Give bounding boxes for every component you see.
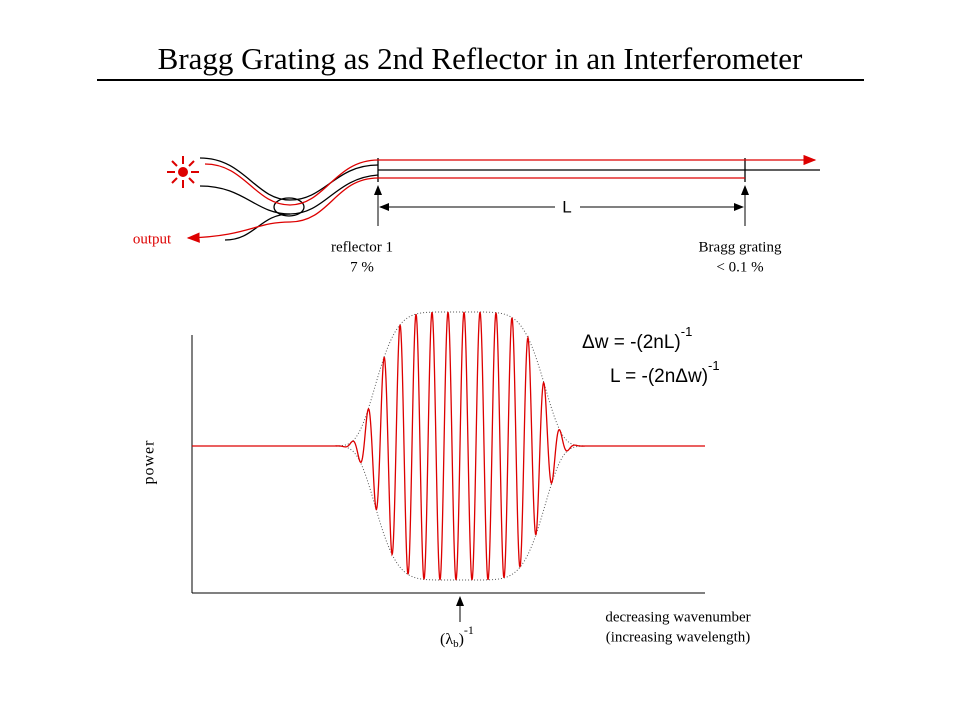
envelope (329, 445, 591, 581)
x-axis-label: (increasing wavelength) (606, 629, 751, 645)
fibers (199, 157, 820, 241)
grating-name: Bragg grating (699, 239, 782, 255)
reflector-name: reflector 1 (331, 239, 393, 255)
title: Bragg Grating as 2nd Reflector in an Int… (158, 41, 803, 76)
equation: Δw = -(2nL)-1 (582, 324, 692, 353)
x-axis-label: decreasing wavenumber (605, 609, 750, 625)
grating-reflectivity: < 0.1 % (716, 259, 763, 275)
source-icon (167, 156, 199, 188)
spectrum (192, 311, 705, 581)
signal (192, 311, 705, 581)
output-label: output (133, 231, 172, 247)
marker-label: (λb)-1 (440, 623, 474, 650)
light-paths (186, 154, 817, 243)
length-label: L (562, 197, 571, 216)
envelope (329, 311, 591, 447)
y-axis-label: power (141, 440, 158, 485)
equation: L = -(2nΔw)-1 (610, 358, 720, 387)
reflector-reflectivity: 7 % (350, 259, 374, 275)
